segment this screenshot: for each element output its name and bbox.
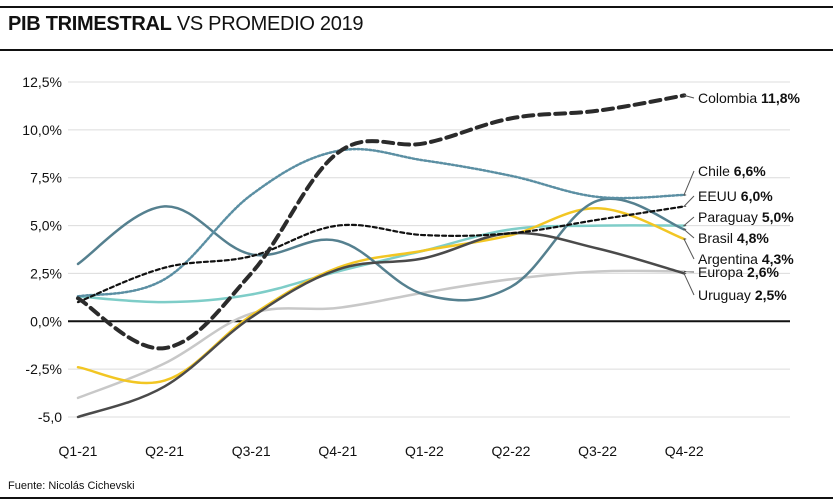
series-end-value: 4,3% [762,251,794,267]
y-tick-label: 0,0% [30,313,62,329]
series-name: Brasil [698,230,737,246]
series-line-colombia [76,93,687,351]
series-name: Chile [698,163,734,179]
series-end-value: 11,8% [761,90,800,106]
leader-line-eeuu [682,195,695,207]
leader-line-chile [683,170,695,196]
series-line-argentina [76,207,686,385]
end-label-colombia: Colombia 11,8% [698,90,801,106]
y-tick-label: 10,0% [22,122,62,138]
series-line-brasil [76,197,686,302]
y-tick-label: 7,5% [30,170,62,186]
end-label-chile: Chile 6,6% [698,163,766,179]
series-end-value: 2,5% [755,287,787,303]
series-end-value: 5,0% [762,209,794,225]
series-name: Europa [698,264,747,280]
leader-line-uruguay [683,272,695,296]
y-tick-label: 2,5% [30,265,62,281]
x-tick-label: Q1-22 [405,443,444,459]
end-label-uruguay: Uruguay 2,5% [698,287,787,303]
x-tick-label: Q3-21 [232,443,271,459]
bottom-rule [0,497,833,499]
source-note: Fuente: Nicolás Cichevski [8,480,135,492]
leader-line-colombia [683,94,695,99]
series-name: Paraguay [698,209,762,225]
chart-title: PIB TRIMESTRAL VS PROMEDIO 2019 [8,13,364,36]
end-label-brasil: Brasil 4,8% [698,230,769,246]
chart-title-rest: VS PROMEDIO 2019 [176,13,364,35]
end-label-europa: Europa 2,6% [698,264,780,280]
x-tick-label: Q4-22 [665,443,704,459]
series-end-value: 6,0% [741,188,773,204]
x-tick-label: Q3-22 [578,443,617,459]
leader-line-brasil [682,228,695,239]
series-line-uruguay [76,231,686,419]
x-tick-label: Q4-21 [318,443,357,459]
series-line-europa [76,269,686,400]
end-label-eeuu: EEUU 6,0% [698,188,773,204]
series-line-eeuu [76,205,686,304]
series-end-value: 2,6% [747,264,779,280]
series-end-value: 6,6% [734,163,766,179]
series-line-chile [76,147,686,298]
series-name: Colombia [698,90,761,106]
end-label-paraguay: Paraguay 5,0% [698,209,794,225]
leader-line-argentina [683,238,695,260]
y-tick-label: -5,0 [38,409,62,425]
title-rule [0,49,833,51]
y-tick-label: -2,5% [25,361,62,377]
x-tick-label: Q1-21 [59,443,98,459]
top-rule [0,6,833,8]
x-tick-label: Q2-21 [145,443,184,459]
x-tick-label: Q2-22 [492,443,531,459]
series-name: Uruguay [698,287,755,303]
end-label-argentina: Argentina 4,3% [698,251,794,267]
leader-line-paraguay [682,216,695,227]
y-tick-label: 12,5% [22,74,62,90]
series-name: EEUU [698,188,741,204]
chart-title-bold: PIB TRIMESTRAL [8,13,172,35]
series-end-value: 4,8% [737,230,769,246]
series-name: Argentina [698,251,762,267]
series-line-paraguay [76,224,686,304]
y-tick-label: 5,0% [30,218,62,234]
